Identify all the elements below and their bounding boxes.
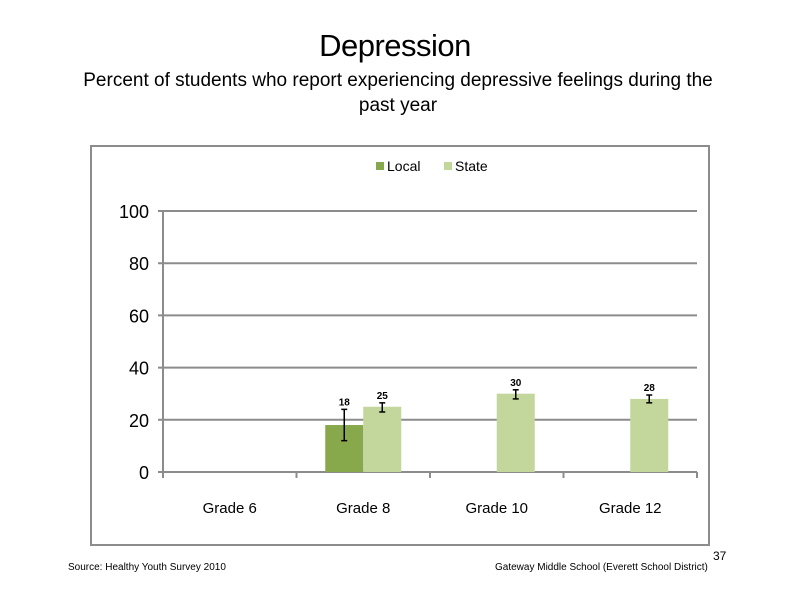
bar-state [496,393,535,472]
data-label: 25 [377,391,389,402]
data-label: 28 [644,383,656,394]
y-tick-label: 0 [139,463,149,483]
y-tick-label: 100 [119,202,149,222]
legend-label-local: Local [387,158,420,174]
page-number: 37 [713,549,727,563]
legend-swatch-local [376,162,384,170]
x-tick-label: Grade 12 [599,500,662,517]
x-tick-label: Grade 6 [203,500,257,517]
source-note: Source: Healthy Youth Survey 2010 [68,562,226,573]
legend-label-state: State [455,158,488,174]
data-label: 18 [339,397,351,408]
y-tick-label: 80 [129,254,149,274]
chart-subtitle: Percent of students who report experienc… [83,70,713,116]
bar-state [363,406,402,472]
y-tick-label: 20 [129,411,149,431]
chart-title: Depression [319,28,471,63]
x-tick-label: Grade 10 [465,500,528,517]
y-tick-label: 40 [129,359,149,379]
y-tick-label: 60 [129,306,149,326]
school-name: Gateway Middle School (Everett School Di… [495,562,708,573]
legend-swatch-state [444,162,452,170]
bar-state [630,398,669,472]
data-label: 30 [510,378,522,389]
x-tick-label: Grade 8 [336,500,390,517]
